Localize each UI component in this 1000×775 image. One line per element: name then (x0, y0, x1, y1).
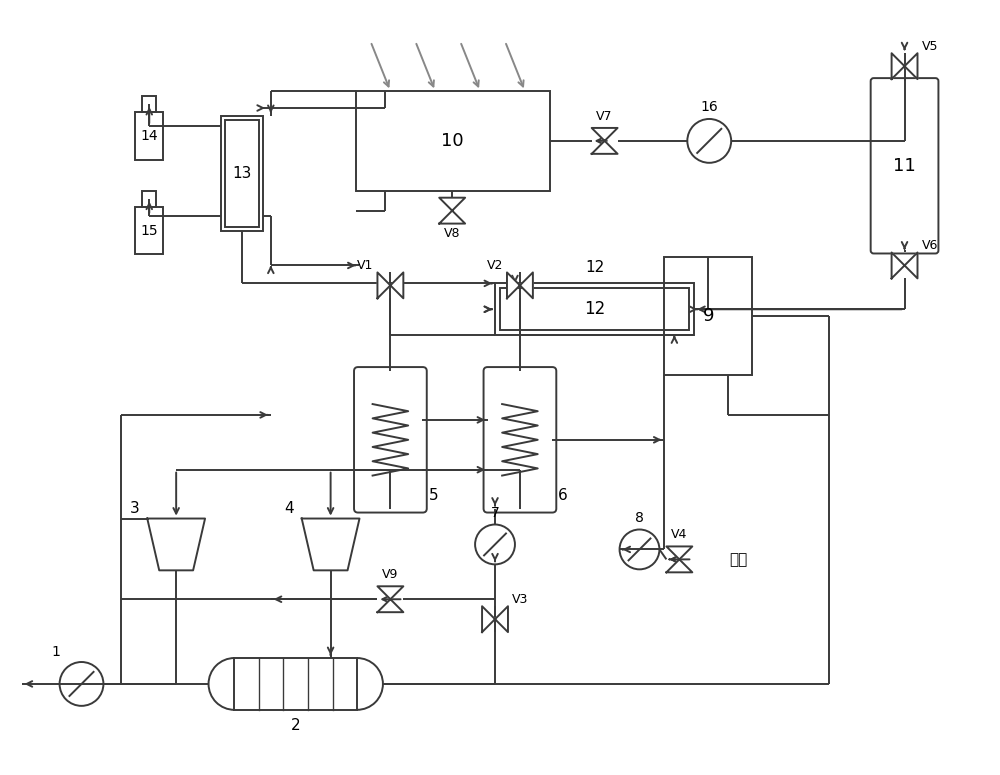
Text: 海水: 海水 (729, 552, 747, 567)
Text: 6: 6 (558, 487, 568, 502)
Text: V8: V8 (444, 226, 460, 239)
Text: 11: 11 (893, 157, 916, 175)
Text: V6: V6 (921, 239, 938, 253)
Polygon shape (377, 273, 403, 298)
Text: V5: V5 (921, 40, 938, 53)
Polygon shape (482, 606, 508, 632)
Text: 7: 7 (491, 505, 499, 519)
Bar (135, 112, 163, 160)
Bar (221, 116, 263, 231)
Text: 16: 16 (700, 100, 718, 114)
Text: V1: V1 (357, 260, 373, 273)
Text: 2: 2 (291, 718, 301, 733)
Bar (142, 96, 156, 112)
Polygon shape (592, 128, 618, 154)
Polygon shape (439, 198, 465, 224)
Text: 4: 4 (284, 501, 294, 515)
Text: 9: 9 (703, 307, 714, 326)
Bar (142, 191, 156, 207)
Text: V3: V3 (512, 593, 528, 606)
Text: 15: 15 (140, 223, 158, 238)
Text: V9: V9 (382, 568, 399, 581)
Polygon shape (666, 546, 692, 572)
Text: 13: 13 (232, 166, 252, 181)
Text: 10: 10 (441, 132, 464, 150)
Polygon shape (892, 253, 917, 278)
Polygon shape (377, 586, 403, 612)
Bar (500, 288, 689, 330)
Bar (225, 120, 259, 226)
Bar (135, 207, 163, 254)
Bar (495, 284, 694, 336)
Bar (234, 658, 357, 710)
Text: V2: V2 (487, 260, 503, 273)
Bar (664, 257, 752, 375)
Text: 12: 12 (585, 260, 604, 275)
Text: 12: 12 (584, 300, 605, 319)
Text: V7: V7 (596, 110, 613, 123)
Polygon shape (892, 53, 917, 79)
Bar (356, 91, 550, 191)
Text: 1: 1 (51, 645, 60, 659)
Text: 5: 5 (429, 487, 438, 502)
Polygon shape (507, 273, 533, 298)
Text: 8: 8 (635, 511, 644, 525)
Text: V4: V4 (671, 529, 688, 542)
Text: 3: 3 (130, 501, 139, 515)
Text: 14: 14 (140, 129, 158, 143)
